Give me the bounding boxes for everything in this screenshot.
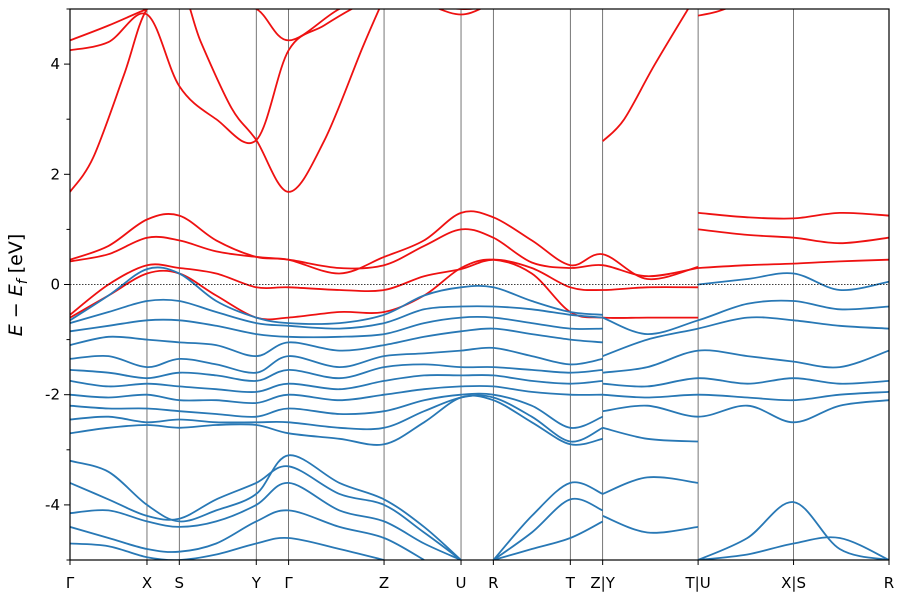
valence-band-line-17 xyxy=(70,363,603,382)
x-tick-label: T|U xyxy=(685,574,711,592)
x-tick-label: X xyxy=(142,574,152,592)
valence-band-line-12 xyxy=(70,266,603,325)
bands xyxy=(70,9,889,560)
valence-band-line-31 xyxy=(698,272,889,292)
valence-band-line-23 xyxy=(70,454,462,560)
x-tick-label: T xyxy=(565,574,576,592)
y-tick-label: -4 xyxy=(45,496,60,514)
valence-band-line-27 xyxy=(70,536,385,560)
valence-band-line-20 xyxy=(70,392,604,429)
x-tick-label: U xyxy=(456,574,467,592)
valence-band-line-30 xyxy=(493,520,604,560)
valence-band-line-18 xyxy=(70,374,603,394)
conduction-band-line-2 xyxy=(70,9,381,193)
conduction-band-line-3 xyxy=(602,9,690,142)
valence-band-line-25 xyxy=(70,481,462,560)
conduction-band-line-10 xyxy=(698,228,889,245)
valence-band-line-13 xyxy=(70,298,603,330)
valence-band-line-39 xyxy=(602,476,699,495)
valence-band-line-29 xyxy=(492,497,604,560)
x-tick-label: Z xyxy=(379,574,389,592)
conduction-band-line-6 xyxy=(70,228,699,278)
valence-band-line-32 xyxy=(602,299,889,336)
valence-band-line-33 xyxy=(602,316,889,357)
y-axis-ticks: 4 2 0 -2 -4 xyxy=(45,8,70,561)
valence-band-line-26 xyxy=(70,509,425,560)
x-tick-label: S xyxy=(175,574,185,592)
y-tick-label: 2 xyxy=(50,165,60,183)
valence-band-line-40 xyxy=(602,515,699,534)
valence-band-line-37 xyxy=(602,399,889,424)
x-tick-label: R xyxy=(488,574,498,592)
conduction-band-line-7 xyxy=(70,258,699,316)
valence-band-line-19 xyxy=(70,384,603,405)
x-tick-label: Y xyxy=(251,574,262,592)
valence-band-line-16 xyxy=(70,346,603,374)
valence-band-line-34 xyxy=(602,349,889,374)
y-axis-label: E − Ef [eV] xyxy=(5,234,31,337)
valence-band-line-36 xyxy=(602,391,889,402)
x-tick-label: R xyxy=(884,574,894,592)
conduction-band-line-1 xyxy=(70,9,477,144)
x-tick-label: Z|Y xyxy=(590,574,615,592)
valence-band-line-42 xyxy=(698,536,889,560)
valence-band-line-15 xyxy=(70,327,603,358)
y-tick-label: -2 xyxy=(45,386,60,404)
valence-band-line-21 xyxy=(70,394,604,443)
valence-band-line-28 xyxy=(492,481,604,560)
conduction-band-line-4 xyxy=(697,9,728,17)
x-tick-label: Γ xyxy=(284,574,293,592)
y-tick-label: 4 xyxy=(50,55,60,73)
valence-band-line-14 xyxy=(70,315,603,339)
valence-band-line-35 xyxy=(602,377,889,388)
x-axis-ticks: Γ X S Y Γ Z U R T Z|Y T|U X|S R xyxy=(66,560,894,592)
x-tick-label: Γ xyxy=(66,574,75,592)
valence-band-line-38 xyxy=(602,426,699,443)
conduction-band-line-9 xyxy=(698,211,889,220)
valence-band-line-22 xyxy=(70,394,603,446)
valence-band-line-24 xyxy=(70,465,462,560)
y-tick-label: 0 xyxy=(50,276,60,294)
conduction-band-line-11 xyxy=(698,258,889,269)
valence-band-line-41 xyxy=(697,501,889,560)
x-tick-label: X|S xyxy=(781,574,806,592)
conduction-band-line-5 xyxy=(70,210,699,281)
